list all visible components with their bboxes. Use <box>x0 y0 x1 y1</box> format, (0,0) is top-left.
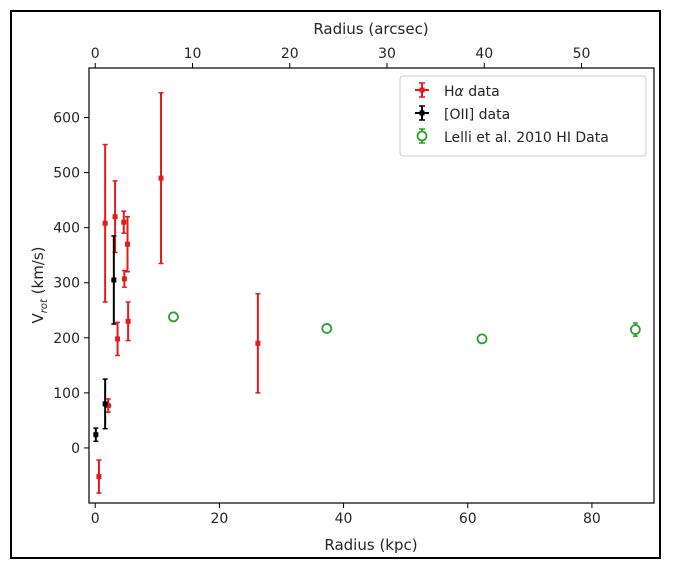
y-axis-label-unit: (km/s) <box>29 246 47 299</box>
point-marker <box>124 241 130 247</box>
data-point <box>121 210 127 234</box>
plot-frame <box>88 67 655 504</box>
y-tick-label: 200 <box>53 331 80 347</box>
x-tick-label: 60 <box>459 511 477 527</box>
series-1 <box>93 235 117 443</box>
y-tick-label: 0 <box>71 441 80 457</box>
legend-point-marker <box>419 87 425 93</box>
y-tick-label: 600 <box>53 111 80 127</box>
data-point <box>125 301 131 342</box>
data-point <box>93 427 99 443</box>
legend-label-hi: Lelli et al. 2010 HI Data <box>444 130 609 146</box>
series-0 <box>96 92 261 494</box>
top-x-axis-label: Radius (arcsec) <box>313 20 428 38</box>
data-point <box>102 378 108 430</box>
data-point <box>321 323 333 334</box>
x-axis-label: Radius (kpc) <box>324 536 417 554</box>
data-point <box>629 322 641 337</box>
top-x-tick-label: 40 <box>475 46 493 62</box>
legend-label-halpha-greek: α <box>455 84 465 100</box>
y-tick-label: 400 <box>53 221 80 237</box>
point-marker <box>168 311 179 323</box>
data-point <box>124 215 130 273</box>
x-tick-label: 0 <box>91 511 100 527</box>
legend-label-oii: [OII] data <box>444 107 510 123</box>
point-marker <box>121 219 127 225</box>
point-marker <box>102 401 108 407</box>
data-point <box>121 269 127 288</box>
legend-marker-1 <box>415 105 429 121</box>
legend: Hα data [OII] data Lelli et al. 2010 HI … <box>399 75 647 157</box>
top-x-tick-label: 10 <box>184 46 202 62</box>
y-axis-label-sub: rot <box>39 298 50 313</box>
legend-label-halpha-rest: data <box>464 84 500 100</box>
legend-box <box>399 75 647 157</box>
x-tick-label: 20 <box>210 511 228 527</box>
point-marker <box>629 324 641 335</box>
data-point <box>111 235 117 325</box>
point-marker <box>255 340 261 346</box>
y-axis-label-main: V <box>29 313 47 324</box>
data-point <box>476 333 488 345</box>
x-tick-label: 40 <box>335 511 353 527</box>
legend-marker-2 <box>416 128 428 144</box>
point-marker <box>321 323 333 334</box>
data-point <box>168 311 179 323</box>
point-marker <box>121 276 127 282</box>
top-x-tick-label: 50 <box>573 46 591 62</box>
y-tick-label: 500 <box>53 166 80 182</box>
point-marker <box>158 175 164 181</box>
point-marker <box>111 277 117 283</box>
top-x-tick-label: 0 <box>91 46 100 62</box>
legend-label-halpha-main: H <box>444 84 455 100</box>
point-marker <box>105 403 111 409</box>
top-x-tick-label: 20 <box>281 46 299 62</box>
point-marker <box>115 336 121 342</box>
data-point <box>96 459 102 494</box>
point-marker <box>476 333 488 345</box>
data-point <box>102 143 108 303</box>
y-axis-label: Vrot (km/s) <box>29 246 50 323</box>
data-point <box>105 398 112 413</box>
legend-label-halpha: Hα data <box>444 84 500 100</box>
point-marker <box>112 214 118 220</box>
point-marker <box>102 220 108 226</box>
data-point <box>158 92 164 265</box>
data-point <box>115 321 121 357</box>
legend-point-marker <box>416 130 428 142</box>
point-marker <box>125 318 131 324</box>
y-tick-label: 300 <box>53 276 80 292</box>
legend-point-marker <box>419 110 425 116</box>
y-tick-label: 100 <box>53 386 80 402</box>
series-2 <box>168 311 641 345</box>
point-marker <box>93 432 99 438</box>
legend-marker-0 <box>415 82 429 98</box>
x-tick-label: 80 <box>583 511 601 527</box>
point-marker <box>96 474 102 480</box>
top-x-tick-label: 30 <box>378 46 396 62</box>
data-point <box>255 293 261 394</box>
